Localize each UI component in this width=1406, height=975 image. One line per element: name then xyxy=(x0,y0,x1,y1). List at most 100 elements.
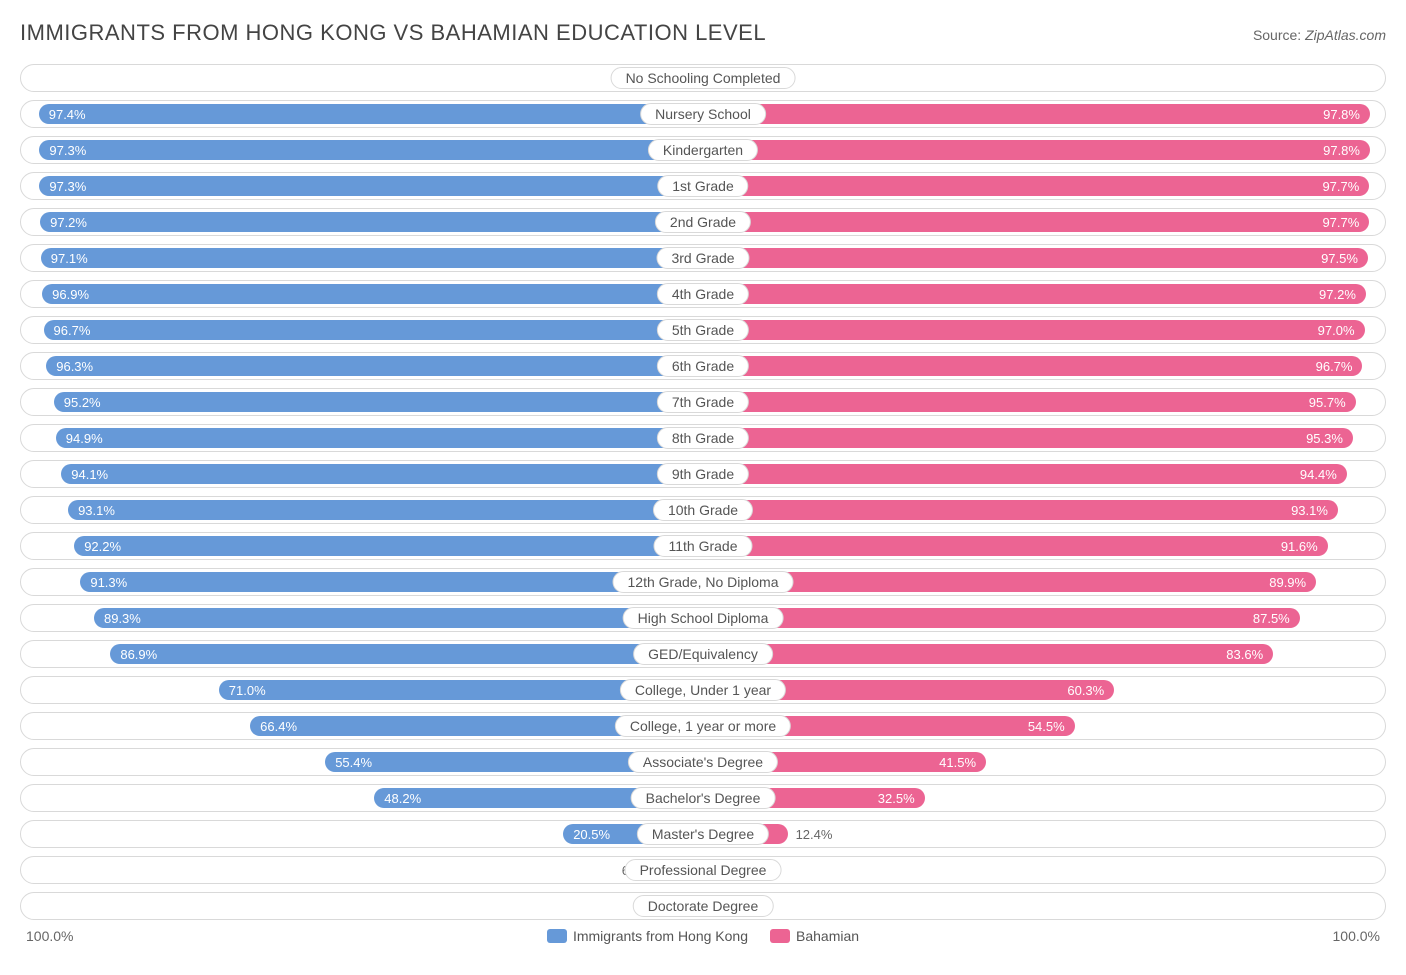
bar-left-value: 55.4% xyxy=(325,755,382,770)
chart-row: 48.2%32.5%Bachelor's Degree xyxy=(20,784,1386,812)
bar-right-value: 95.7% xyxy=(1299,395,1356,410)
bar-left: 97.4% xyxy=(39,104,703,124)
legend-item-right: Bahamian xyxy=(770,928,859,944)
bar-right-value: 97.8% xyxy=(1313,143,1370,158)
category-label: 1st Grade xyxy=(657,175,748,197)
bar-right: 97.5% xyxy=(703,248,1368,268)
bar-left-value: 97.3% xyxy=(39,143,96,158)
bar-right-value: 91.6% xyxy=(1271,539,1328,554)
bar-left: 97.3% xyxy=(39,140,703,160)
chart-row: 6.4%3.7%Professional Degree xyxy=(20,856,1386,884)
category-label: Professional Degree xyxy=(625,859,782,881)
category-label: High School Diploma xyxy=(623,607,784,629)
category-label: 8th Grade xyxy=(657,427,749,449)
bar-left: 97.3% xyxy=(39,176,703,196)
source-label: Source: xyxy=(1253,27,1305,43)
legend-swatch-blue xyxy=(547,929,567,943)
bar-left: 94.1% xyxy=(61,464,703,484)
bar-right-value: 97.0% xyxy=(1308,323,1365,338)
category-label: Master's Degree xyxy=(637,823,769,845)
category-label: 9th Grade xyxy=(657,463,749,485)
bar-left-value: 86.9% xyxy=(110,647,167,662)
bar-right-value: 32.5% xyxy=(868,791,925,806)
axis-right-label: 100.0% xyxy=(1333,928,1380,944)
bar-left-value: 66.4% xyxy=(250,719,307,734)
bar-right-value: 93.1% xyxy=(1281,503,1338,518)
chart-row: 2.7%2.2%No Schooling Completed xyxy=(20,64,1386,92)
bar-left-value: 93.1% xyxy=(68,503,125,518)
bar-right: 97.8% xyxy=(703,104,1370,124)
chart-row: 97.1% 97.5% 3rd Grade xyxy=(20,244,1386,272)
bar-left-value: 96.3% xyxy=(46,359,103,374)
bar-right-value: 60.3% xyxy=(1057,683,1114,698)
bar-right: 95.7% xyxy=(703,392,1356,412)
category-label: Nursery School xyxy=(640,103,766,125)
legend-swatch-pink xyxy=(770,929,790,943)
bar-left-value: 94.1% xyxy=(61,467,118,482)
bar-left: 96.9% xyxy=(42,284,703,304)
bar-left-value: 91.3% xyxy=(80,575,137,590)
bar-right: 95.3% xyxy=(703,428,1353,448)
category-label: Kindergarten xyxy=(648,139,758,161)
chart-row: 91.3%89.9%12th Grade, No Diploma xyxy=(20,568,1386,596)
category-label: 3rd Grade xyxy=(656,247,749,269)
chart-row: 20.5% 12.4% Master's Degree xyxy=(20,820,1386,848)
bar-right: 97.8% xyxy=(703,140,1370,160)
bar-left: 86.9% xyxy=(110,644,703,664)
chart-row: 89.3%87.5%High School Diploma xyxy=(20,604,1386,632)
bar-left-value: 96.7% xyxy=(44,323,101,338)
bar-right-value: 12.4% xyxy=(788,827,843,842)
chart-row: 94.9% 95.3% 8th Grade xyxy=(20,424,1386,452)
chart-row: 2.8%1.5%Doctorate Degree xyxy=(20,892,1386,920)
bar-right: 87.5% xyxy=(703,608,1300,628)
bar-right-value: 54.5% xyxy=(1018,719,1075,734)
bar-right: 97.7% xyxy=(703,176,1369,196)
chart-row: 55.4% 41.5% Associate's Degree xyxy=(20,748,1386,776)
category-label: College, 1 year or more xyxy=(615,715,791,737)
source-value: ZipAtlas.com xyxy=(1305,27,1386,43)
bar-right-value: 87.5% xyxy=(1243,611,1300,626)
bar-left-value: 92.2% xyxy=(74,539,131,554)
category-label: No Schooling Completed xyxy=(611,67,796,89)
category-label: College, Under 1 year xyxy=(620,679,786,701)
bar-left-value: 20.5% xyxy=(563,827,620,842)
bar-right-value: 95.3% xyxy=(1296,431,1353,446)
bar-left-value: 48.2% xyxy=(374,791,431,806)
bar-right-value: 96.7% xyxy=(1306,359,1363,374)
chart-row: 86.9%83.6%GED/Equivalency xyxy=(20,640,1386,668)
bar-left-value: 97.4% xyxy=(39,107,96,122)
chart-title: IMMIGRANTS FROM HONG KONG VS BAHAMIAN ED… xyxy=(20,20,766,46)
bar-left-value: 97.3% xyxy=(39,179,96,194)
bar-left: 95.2% xyxy=(54,392,703,412)
bar-left: 92.2% xyxy=(74,536,703,556)
bar-left: 94.9% xyxy=(56,428,703,448)
bar-left: 91.3% xyxy=(80,572,703,592)
bar-right-value: 97.7% xyxy=(1312,179,1369,194)
category-label: 7th Grade xyxy=(657,391,749,413)
bar-left-value: 97.2% xyxy=(40,215,97,230)
chart-row: 96.3%96.7%6th Grade xyxy=(20,352,1386,380)
bar-right-value: 41.5% xyxy=(929,755,986,770)
axis-row: 100.0% Immigrants from Hong Kong Bahamia… xyxy=(20,928,1386,944)
legend-item-left: Immigrants from Hong Kong xyxy=(547,928,748,944)
bar-left-value: 96.9% xyxy=(42,287,99,302)
chart-header: IMMIGRANTS FROM HONG KONG VS BAHAMIAN ED… xyxy=(20,20,1386,46)
bar-left: 97.1% xyxy=(41,248,703,268)
category-label: Associate's Degree xyxy=(628,751,778,773)
chart-row: 96.9%97.2%4th Grade xyxy=(20,280,1386,308)
chart-row: 93.1%93.1%10th Grade xyxy=(20,496,1386,524)
bar-right-value: 89.9% xyxy=(1259,575,1316,590)
bar-right-value: 97.5% xyxy=(1311,251,1368,266)
chart-row: 95.2% 95.7% 7th Grade xyxy=(20,388,1386,416)
chart-row: 97.4% 97.8%Nursery School xyxy=(20,100,1386,128)
bar-right: 97.2% xyxy=(703,284,1366,304)
bar-left-value: 97.1% xyxy=(41,251,98,266)
chart-row: 92.2% 91.6% 11th Grade xyxy=(20,532,1386,560)
chart-row: 97.2%97.7%2nd Grade xyxy=(20,208,1386,236)
bar-right: 89.9% xyxy=(703,572,1316,592)
chart-row: 66.4% 54.5% College, 1 year or more xyxy=(20,712,1386,740)
category-label: 11th Grade xyxy=(653,535,752,557)
chart-row: 94.1%94.4%9th Grade xyxy=(20,460,1386,488)
category-label: 2nd Grade xyxy=(655,211,751,233)
bar-left: 96.3% xyxy=(46,356,703,376)
